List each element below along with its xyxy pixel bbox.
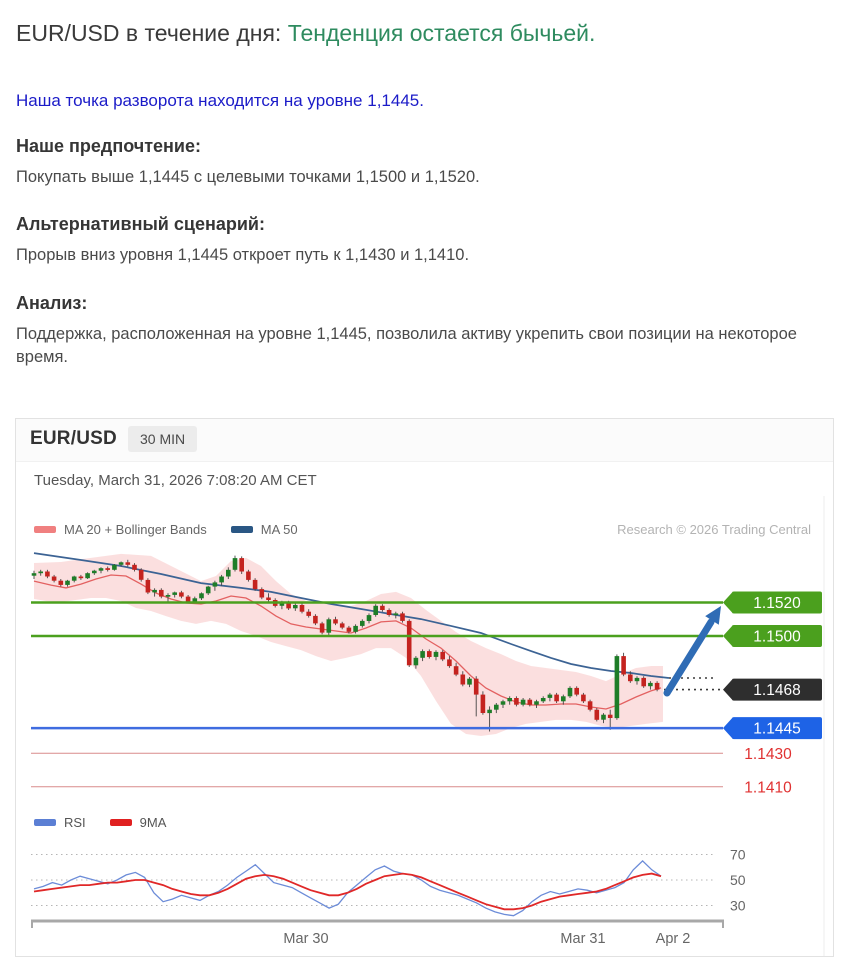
section-body-analysis: Поддержка, расположенная на уровне 1,144… xyxy=(16,324,797,367)
price-badge-label-1.1468: 1.1468 xyxy=(753,682,800,699)
price-label-1.1430: 1.1430 xyxy=(744,745,792,762)
price-badge-tip xyxy=(723,678,733,701)
section-heading-preference: Наше предпочтение: xyxy=(16,136,201,156)
price-badge-tip xyxy=(723,591,733,614)
chart-legend: MA 20 + Bollinger Bands MA 50 xyxy=(34,522,298,537)
chart-card: EUR/USD 30 MIN Tuesday, March 31, 2026 7… xyxy=(15,417,834,957)
ma50-label: MA 50 xyxy=(260,521,298,537)
bullish-arrow xyxy=(663,618,715,697)
rsi-ma-swatch-icon xyxy=(109,818,132,826)
rsi-swatch-icon xyxy=(34,818,56,826)
rsi-legend: RSI 9MA xyxy=(34,815,166,830)
chart-symbol: EUR/USD xyxy=(30,427,117,449)
price-badge-tip xyxy=(723,716,733,739)
ma50-line xyxy=(33,551,670,679)
price-badge-label-1.1445: 1.1445 xyxy=(753,720,800,737)
price-badge-label-1.1500: 1.1500 xyxy=(753,628,801,645)
time-axis-label: Mar 30 xyxy=(283,931,328,947)
section-body-alternative: Прорыв вниз уровня 1,1445 откроет путь к… xyxy=(16,246,470,265)
rsi-tick-label: 50 xyxy=(730,872,746,888)
price-badge xyxy=(732,624,822,647)
price-label-1.1410: 1.1410 xyxy=(744,779,792,796)
section-body-preference: Покупать выше 1,1445 с целевыми точками … xyxy=(16,168,480,186)
time-axis-label: Mar 31 xyxy=(560,931,605,947)
ma20-bollinger-swatch-icon xyxy=(34,525,56,533)
price-badge xyxy=(732,716,822,739)
time-axis-label: Apr 2 xyxy=(656,931,691,947)
section-heading-alternative: Альтернативный сценарий: xyxy=(16,214,265,235)
price-badge xyxy=(732,678,822,701)
price-chart-svg: 1.1520 1.1500 1.1468 1.1445 1.1430 1.1410 70 50… xyxy=(31,495,825,956)
bollinger-band-area xyxy=(34,553,663,736)
timeframe-chip[interactable]: 30 MIN xyxy=(128,425,198,452)
ma20-line xyxy=(33,574,662,710)
rsi-tick-label: 70 xyxy=(730,846,746,862)
ma20-bollinger-label: MA 20 + Bollinger Bands xyxy=(64,521,207,537)
research-copyright: Research © 2026 Trading Central xyxy=(617,521,811,537)
rsi-tick-label: 30 xyxy=(730,897,746,913)
chart-timestamp: Tuesday, March 31, 2026 7:08:20 AM CET xyxy=(34,471,317,489)
page-title: EUR/USD в течение дня: Тенденция остаетс… xyxy=(16,20,833,47)
rsi-ma-label: 9MA xyxy=(139,814,167,830)
page-title-trend: Тенденция остается бычьей. xyxy=(287,20,596,46)
ma50-swatch-icon xyxy=(230,525,253,533)
section-heading-analysis: Анализ: xyxy=(16,292,88,313)
price-badge-label-1.1520: 1.1520 xyxy=(753,595,801,612)
price-badge-tip xyxy=(723,624,733,647)
rsi-9ma-line xyxy=(33,872,662,910)
pivot-note: Наша точка разворота находится на уровне… xyxy=(16,91,424,110)
bullish-arrow-head-icon xyxy=(705,605,721,625)
price-badge xyxy=(732,591,822,614)
page-title-pair: EUR/USD в течение дня: xyxy=(16,20,288,46)
rsi-label: RSI xyxy=(64,814,86,830)
analysis-article: EUR/USD в течение дня: Тенденция остаетс… xyxy=(0,0,849,370)
rsi-line xyxy=(33,859,662,917)
